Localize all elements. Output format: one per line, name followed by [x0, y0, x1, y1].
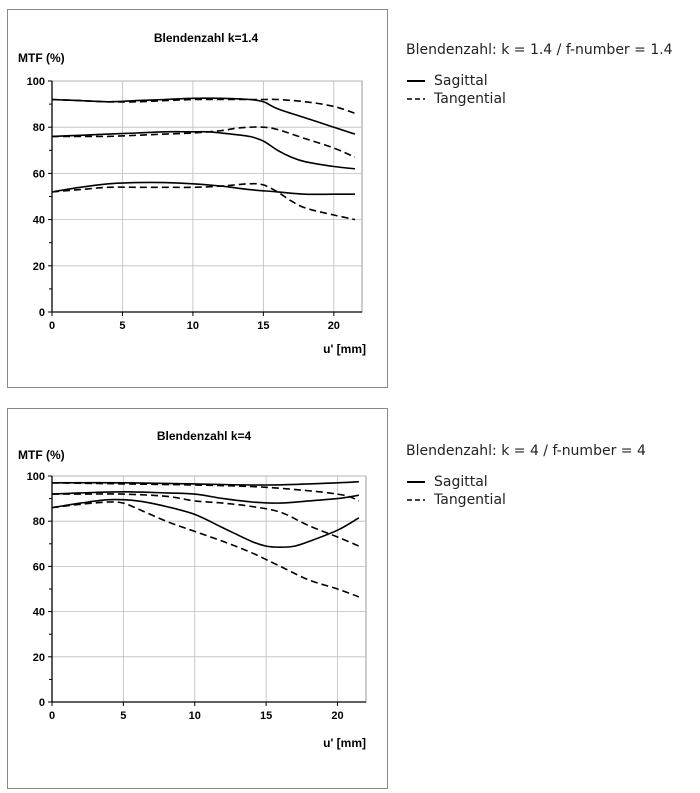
- y-tick-label: 0: [39, 307, 45, 319]
- y-tick-label: 20: [33, 261, 45, 273]
- y-axis-label: MTF (%): [18, 51, 65, 65]
- plot-area: [51, 475, 367, 703]
- x-tick-label: 15: [257, 320, 269, 332]
- y-tick-label: 60: [33, 168, 45, 180]
- y-tick-label: 80: [33, 516, 45, 528]
- legend-item-tangential: Tangential: [406, 90, 673, 108]
- dashed-line-swatch: [407, 98, 425, 100]
- solid-line-swatch: [407, 481, 425, 483]
- mtf-chart-k4: Blendenzahl k=4 MTF (%) u' [mm] 0 20 40 60 8…: [18, 429, 367, 750]
- tangential-curve: [52, 493, 360, 547]
- legend-item-sagittal: Sagittal: [406, 72, 673, 90]
- x-tick-label: 10: [187, 320, 199, 332]
- side-panel-k4: Blendenzahl: k = 4 / f-number = 4 Sagitt…: [406, 443, 646, 509]
- y-tick-label: 40: [33, 215, 45, 227]
- tangential-curve: [51, 98, 356, 115]
- y-tick-label: 100: [27, 471, 45, 483]
- legend-label: Tangential: [434, 492, 506, 508]
- sagittal-curve: [51, 498, 360, 549]
- x-tick-label: 20: [331, 710, 343, 722]
- legend-item-tangential: Tangential: [406, 491, 646, 509]
- tangential-curve: [52, 126, 356, 158]
- x-tick-label: 0: [49, 320, 55, 332]
- x-axis-label: u' [mm]: [323, 736, 366, 750]
- tangential-curve: [51, 182, 356, 221]
- sagittal-curve: [51, 490, 360, 504]
- x-tick-label: 0: [49, 710, 55, 722]
- legend-label: Tangential: [434, 91, 506, 107]
- x-tick-label: 15: [260, 710, 272, 722]
- side-panel-k14: Blendenzahl: k = 1.4 / f-number = 1.4 Sa…: [406, 42, 673, 108]
- aperture-caption: Blendenzahl: k = 1.4 / f-number = 1.4: [406, 42, 673, 58]
- tangential-curve: [51, 501, 360, 598]
- sagittal-curve: [51, 97, 356, 135]
- chart-title: Blendenzahl k=4: [157, 429, 252, 443]
- plot-area: [51, 80, 363, 313]
- dashed-line-swatch: [407, 499, 425, 501]
- sagittal-curve: [51, 181, 355, 196]
- legend: Sagittal Tangential: [406, 473, 646, 509]
- legend-label: Sagittal: [434, 73, 488, 89]
- legend-label: Sagittal: [434, 474, 488, 490]
- chart-panel-k4: Blendenzahl k=4 MTF (%) u' [mm] 0 20 40 60 8…: [7, 408, 388, 789]
- aperture-caption: Blendenzahl: k = 4 / f-number = 4: [406, 443, 646, 459]
- solid-line-swatch: [407, 80, 425, 82]
- x-tick-label: 20: [328, 320, 340, 332]
- chart-title: Blendenzahl k=1.4: [154, 31, 259, 45]
- x-tick-label: 5: [119, 320, 125, 332]
- x-tick-label: 5: [120, 710, 126, 722]
- x-axis-label: u' [mm]: [323, 342, 366, 356]
- sagittal-curve: [51, 480, 359, 486]
- legend: Sagittal Tangential: [406, 72, 673, 108]
- y-tick-label: 80: [33, 122, 45, 134]
- y-tick-label: 20: [33, 652, 45, 664]
- y-axis-label: MTF (%): [18, 448, 65, 462]
- sagittal-curve: [51, 130, 356, 170]
- chart-panel-k14: Blendenzahl k=1.4 MTF (%) u' [mm] 0 20 40 6…: [7, 9, 388, 388]
- y-tick-label: 0: [39, 697, 45, 709]
- y-tick-label: 40: [33, 607, 45, 619]
- x-tick-label: 10: [189, 710, 201, 722]
- legend-item-sagittal: Sagittal: [406, 473, 646, 491]
- mtf-chart-k14: Blendenzahl k=1.4 MTF (%) u' [mm] 0 20 40 6…: [18, 31, 366, 356]
- y-tick-label: 60: [33, 561, 45, 573]
- y-tick-label: 100: [27, 76, 45, 88]
